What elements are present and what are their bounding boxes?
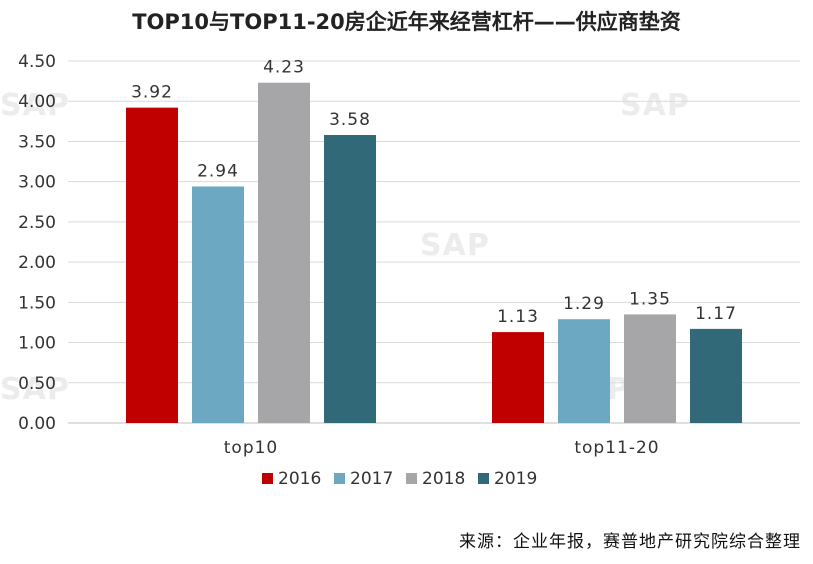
data-label: 1.17 <box>695 304 737 324</box>
data-label: 4.23 <box>263 58 305 78</box>
y-tick-label: 0.50 <box>18 374 56 394</box>
bar <box>624 314 676 423</box>
legend-swatch <box>406 473 417 484</box>
bar <box>558 319 610 423</box>
chart-title: TOP10与TOP11-20房企近年来经营杠杆——供应商垫资 <box>132 10 681 34</box>
data-label: 3.58 <box>329 110 371 130</box>
data-label: 1.13 <box>497 307 539 327</box>
bar <box>192 186 244 423</box>
y-tick-label: 4.50 <box>18 52 56 72</box>
y-tick-label: 3.00 <box>18 173 56 193</box>
legend-label: 2019 <box>494 469 537 489</box>
legend-label: 2017 <box>350 469 393 489</box>
y-tick-label: 0.00 <box>18 414 56 434</box>
legend-label: 2016 <box>278 469 321 489</box>
data-label: 1.35 <box>629 289 671 309</box>
bar <box>258 82 310 423</box>
x-category-label: top10 <box>224 438 279 458</box>
bar <box>690 328 742 423</box>
y-tick-label: 3.50 <box>18 132 56 152</box>
y-tick-label: 1.50 <box>18 293 56 313</box>
x-category-label: top11-20 <box>574 438 659 458</box>
data-label: 3.92 <box>131 83 173 103</box>
y-tick-label: 1.00 <box>18 334 56 354</box>
y-tick-label: 2.00 <box>18 253 56 273</box>
legend-swatch <box>334 473 345 484</box>
data-label: 2.94 <box>197 161 239 181</box>
legend-label: 2018 <box>422 469 465 489</box>
bar <box>324 135 376 423</box>
legend-swatch <box>478 473 489 484</box>
bar <box>126 107 178 423</box>
data-label: 1.29 <box>563 294 605 314</box>
legend-swatch <box>262 473 273 484</box>
bar <box>492 332 544 423</box>
y-tick-label: 2.50 <box>18 213 56 233</box>
source-note: 来源：企业年报，赛普地产研究院综合整理 <box>459 532 801 552</box>
y-tick-label: 4.00 <box>18 92 56 112</box>
